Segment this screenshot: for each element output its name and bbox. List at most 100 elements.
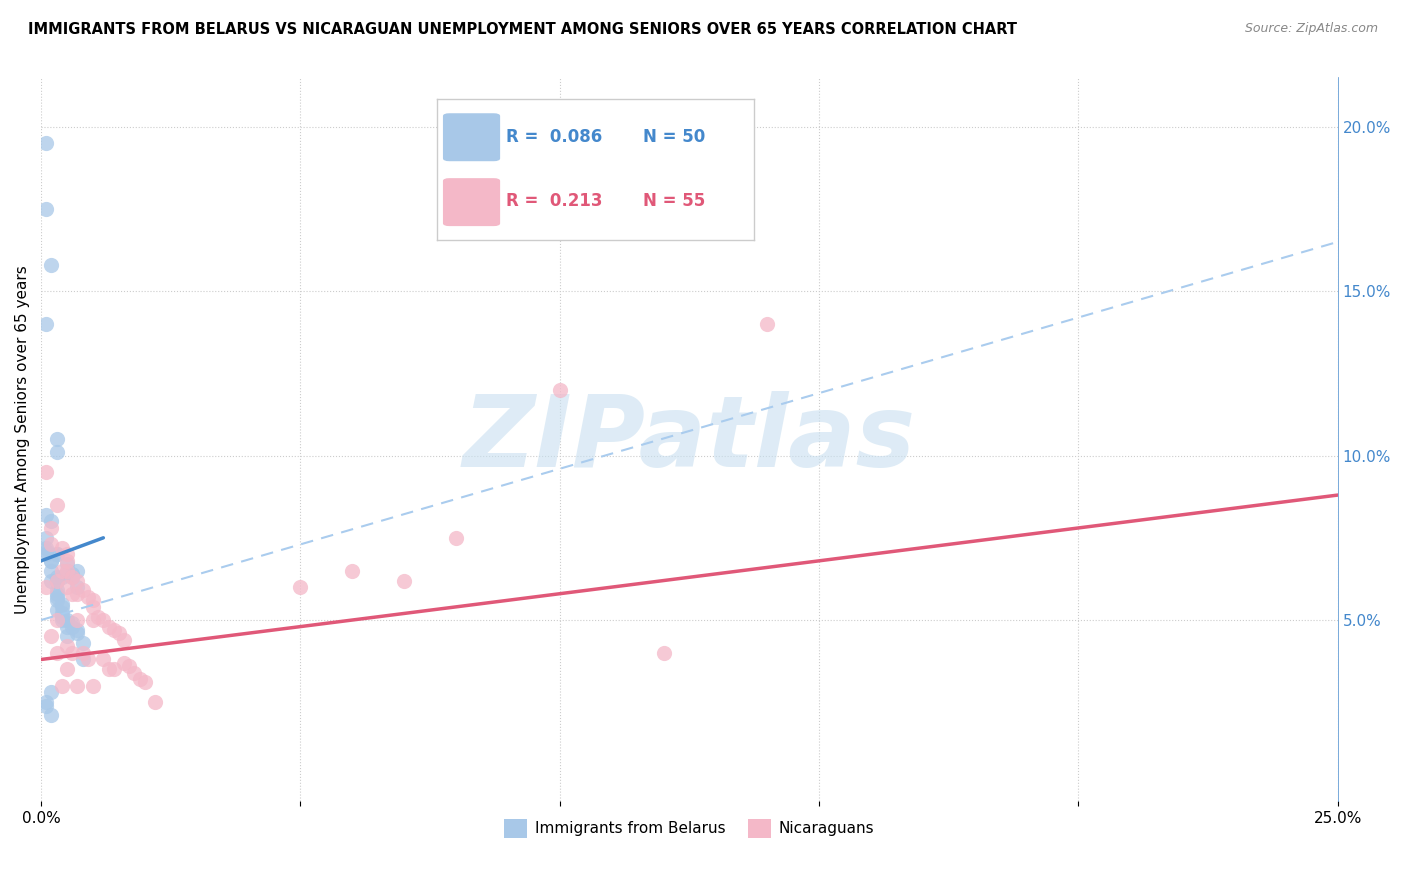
Point — [41, 554, 63, 568]
Point — [45, 593, 67, 607]
Point — [652, 646, 675, 660]
Point — [41, 708, 63, 723]
Point — [35, 202, 58, 216]
Point — [66, 580, 89, 594]
Point — [56, 557, 79, 571]
Point — [51, 609, 73, 624]
Point — [35, 465, 58, 479]
Point — [76, 590, 98, 604]
Point — [35, 531, 58, 545]
Point — [66, 574, 89, 588]
Point — [56, 564, 79, 578]
Point — [128, 672, 150, 686]
Point — [60, 570, 83, 584]
Point — [82, 599, 104, 614]
Point — [56, 580, 79, 594]
Point — [60, 570, 83, 584]
Point — [35, 544, 58, 558]
Point — [41, 537, 63, 551]
Point — [112, 656, 135, 670]
Point — [45, 547, 67, 561]
Point — [45, 590, 67, 604]
Point — [444, 531, 467, 545]
Point — [97, 619, 120, 633]
Point — [66, 679, 89, 693]
Point — [35, 508, 58, 522]
Point — [51, 599, 73, 614]
Point — [35, 541, 58, 555]
Point — [66, 613, 89, 627]
Point — [35, 695, 58, 709]
Point — [41, 564, 63, 578]
Legend: Immigrants from Belarus, Nicaraguans: Immigrants from Belarus, Nicaraguans — [498, 813, 880, 844]
Point — [60, 566, 83, 581]
Point — [56, 554, 79, 568]
Text: Source: ZipAtlas.com: Source: ZipAtlas.com — [1244, 22, 1378, 36]
Point — [45, 498, 67, 512]
Point — [290, 580, 312, 594]
Point — [97, 662, 120, 676]
Point — [118, 659, 141, 673]
Point — [82, 679, 104, 693]
Text: ZIPatlas: ZIPatlas — [463, 391, 915, 488]
Point — [45, 587, 67, 601]
Point — [66, 587, 89, 601]
Point — [60, 619, 83, 633]
Point — [41, 554, 63, 568]
Point — [56, 630, 79, 644]
Point — [51, 597, 73, 611]
Point — [41, 258, 63, 272]
Point — [342, 564, 364, 578]
Point — [56, 619, 79, 633]
Point — [56, 564, 79, 578]
Point — [56, 662, 79, 676]
Point — [143, 695, 166, 709]
Point — [51, 613, 73, 627]
Point — [56, 613, 79, 627]
Point — [82, 613, 104, 627]
Point — [41, 574, 63, 588]
Point — [87, 609, 110, 624]
Point — [35, 547, 58, 561]
Point — [108, 626, 131, 640]
Point — [76, 652, 98, 666]
Point — [41, 521, 63, 535]
Point — [72, 652, 94, 666]
Point — [548, 383, 571, 397]
Point — [41, 514, 63, 528]
Point — [93, 613, 115, 627]
Point — [103, 623, 125, 637]
Point — [392, 574, 415, 588]
Point — [56, 547, 79, 561]
Point — [45, 603, 67, 617]
Point — [66, 623, 89, 637]
Point — [103, 662, 125, 676]
Point — [93, 652, 115, 666]
Point — [45, 583, 67, 598]
Point — [82, 593, 104, 607]
Point — [51, 564, 73, 578]
Point — [51, 541, 73, 555]
Point — [124, 665, 146, 680]
Point — [66, 626, 89, 640]
Point — [45, 570, 67, 584]
Text: IMMIGRANTS FROM BELARUS VS NICARAGUAN UNEMPLOYMENT AMONG SENIORS OVER 65 YEARS C: IMMIGRANTS FROM BELARUS VS NICARAGUAN UN… — [28, 22, 1017, 37]
Point — [45, 646, 67, 660]
Point — [66, 564, 89, 578]
Point — [72, 636, 94, 650]
Point — [51, 570, 73, 584]
Point — [35, 698, 58, 713]
Point — [51, 679, 73, 693]
Point — [60, 587, 83, 601]
Point — [51, 607, 73, 621]
Point — [35, 136, 58, 151]
Point — [41, 685, 63, 699]
Y-axis label: Unemployment Among Seniors over 65 years: Unemployment Among Seniors over 65 years — [15, 265, 30, 614]
Point — [45, 547, 67, 561]
Point — [41, 630, 63, 644]
Point — [35, 580, 58, 594]
Point — [45, 432, 67, 446]
Point — [112, 632, 135, 647]
Point — [72, 583, 94, 598]
Point — [756, 317, 779, 331]
